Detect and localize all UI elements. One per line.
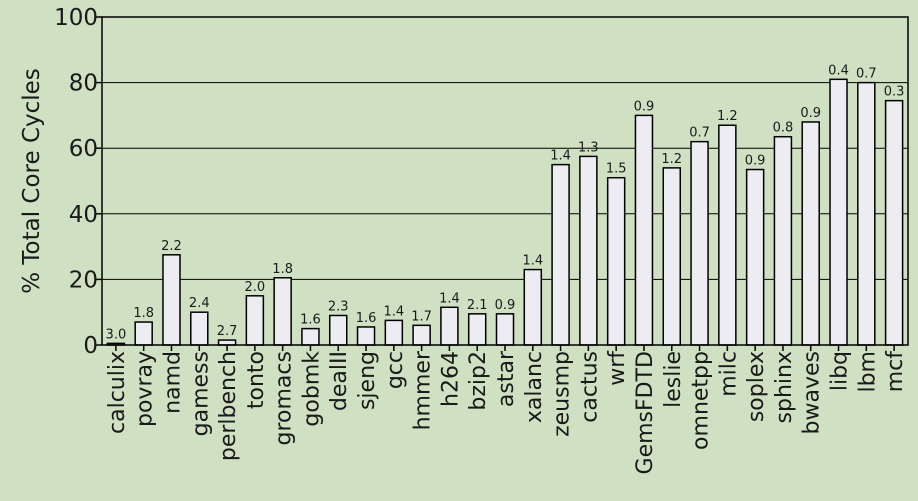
data-label-astar: 0.9 [495, 298, 516, 313]
bar-sjeng [356, 326, 376, 346]
y-tick-label: 80 [69, 71, 98, 97]
bar-gobmk [301, 327, 320, 346]
bar-wrf [606, 176, 626, 346]
bar-lbm [857, 81, 876, 346]
data-label-libq: 0.4 [828, 63, 849, 78]
x-tick-label-hmmer: hmmer [411, 350, 436, 430]
data-label-dealII: 2.3 [328, 299, 349, 314]
x-tick-label-lbm: lbm [855, 351, 880, 393]
x-tick-label-perlbench: perlbench [216, 351, 241, 461]
data-label-mcf: 0.3 [884, 85, 905, 100]
plot-frame [101, 16, 909, 346]
bar-gamess [190, 311, 209, 346]
x-tick-label-gamess: gamess [188, 351, 213, 436]
bar-omnetpp [690, 140, 709, 346]
x-tick-label-sphinx: sphinx [772, 351, 797, 423]
bar-xalanc [523, 268, 543, 346]
bar-cactus [579, 155, 598, 346]
bar-dealII [328, 314, 348, 346]
x-tick-label-gobmk: gobmk [299, 351, 324, 427]
x-tick-label-GemsFDTD: GemsFDTD [633, 351, 658, 474]
bar-h264 [440, 306, 459, 346]
bar-libq [829, 78, 848, 346]
data-label-hmmer: 1.7 [411, 309, 432, 324]
data-label-tonto: 2.0 [245, 280, 266, 295]
x-tick-label-sjeng: sjeng [355, 351, 380, 410]
x-tick-label-bwaves: bwaves [800, 351, 825, 434]
x-tick-label-libq: libq [828, 351, 853, 391]
bar-gcc [384, 319, 404, 346]
y-tick-label: 60 [69, 136, 98, 162]
data-label-perlbench: 2.7 [217, 324, 238, 339]
data-label-bzip2: 2.1 [467, 298, 488, 313]
data-label-zeusmp: 1.4 [550, 149, 571, 164]
data-label-milc: 1.2 [717, 109, 738, 124]
data-label-omnetpp: 0.7 [689, 126, 710, 141]
bar-namd [162, 254, 181, 346]
data-label-cactus: 1.3 [578, 140, 599, 155]
x-tick-label-tonto: tonto [244, 351, 269, 409]
bar-astar [495, 313, 515, 346]
x-tick-label-h264: h264 [438, 351, 463, 407]
x-tick-label-xalanc: xalanc [522, 351, 547, 423]
y-tick-label: 40 [69, 202, 98, 228]
x-axis-tick-labels: calculix povray namd gamess perlbench tonto gr… [105, 345, 908, 474]
data-label-sphinx: 0.8 [773, 121, 794, 136]
y-tick-label: 20 [69, 267, 98, 293]
x-tick-label-milc: milc [716, 351, 741, 397]
x-tick-label-calculix: calculix [105, 351, 130, 434]
data-label-gromacs: 1.8 [272, 262, 293, 277]
bar-milc [718, 124, 737, 346]
data-label-GemsFDTD: 0.9 [634, 99, 655, 114]
bar-GemsFDTD [634, 114, 654, 346]
bar-mcf [884, 99, 904, 346]
data-label-xalanc: 1.4 [522, 254, 543, 269]
bars [106, 78, 904, 346]
x-tick-label-povray: povray [133, 351, 158, 427]
x-tick-label-gcc: gcc [383, 351, 408, 389]
x-tick-label-gromacs: gromacs [272, 351, 297, 445]
bar-bwaves [801, 121, 820, 346]
x-tick-label-omnetpp: omnetpp [689, 351, 714, 450]
data-label-h264: 1.4 [439, 291, 460, 306]
data-label-bwaves: 0.9 [800, 106, 821, 121]
data-label-sjeng: 1.6 [356, 311, 377, 326]
data-label-leslie: 1.2 [661, 152, 682, 167]
y-axis-ticks: 0 20 40 60 80 100 [54, 5, 102, 359]
data-label-namd: 2.2 [161, 239, 182, 254]
x-tick-label-zeusmp: zeusmp [550, 351, 575, 437]
x-tick-label-soplex: soplex [744, 351, 769, 422]
bar-tonto [245, 295, 265, 346]
data-label-gobmk: 1.6 [300, 313, 321, 328]
bar-bzip2 [467, 313, 487, 346]
x-tick-label-leslie: leslie [661, 351, 686, 408]
bar-leslie [662, 167, 682, 346]
y-axis-label: % Total Core Cycles [19, 68, 45, 294]
bar-povray [134, 321, 153, 346]
data-label-wrf: 1.5 [606, 162, 627, 177]
data-label-gcc: 1.4 [383, 304, 404, 319]
x-tick-label-wrf: wrf [605, 350, 630, 386]
bar-hmmer [412, 324, 431, 346]
y-tick-label: 0 [83, 333, 98, 359]
bar-zeusmp [551, 163, 570, 346]
data-label-povray: 1.8 [133, 306, 154, 321]
data-labels: 3.0 1.8 2.2 2.4 2.7 2.0 1.8 1.6 2.3 1.6 1.4 1.7 1.4 2… [106, 63, 905, 342]
x-tick-label-bzip2: bzip2 [466, 351, 491, 411]
x-tick-label-dealII: dealII [327, 351, 352, 411]
data-label-gamess: 2.4 [189, 296, 210, 311]
data-label-calculix: 3.0 [106, 327, 127, 342]
bar-soplex [745, 168, 765, 346]
y-tick-label: 100 [54, 5, 98, 31]
x-tick-label-namd: namd [160, 351, 185, 414]
x-tick-label-mcf: mcf [883, 350, 908, 393]
x-tick-label-cactus: cactus [577, 351, 602, 423]
bar-gromacs [273, 277, 292, 346]
data-label-lbm: 0.7 [856, 67, 877, 82]
bar-sphinx [773, 135, 793, 346]
data-label-soplex: 0.9 [745, 154, 766, 169]
grid-lines [102, 82, 908, 280]
x-tick-label-astar: astar [494, 350, 519, 407]
